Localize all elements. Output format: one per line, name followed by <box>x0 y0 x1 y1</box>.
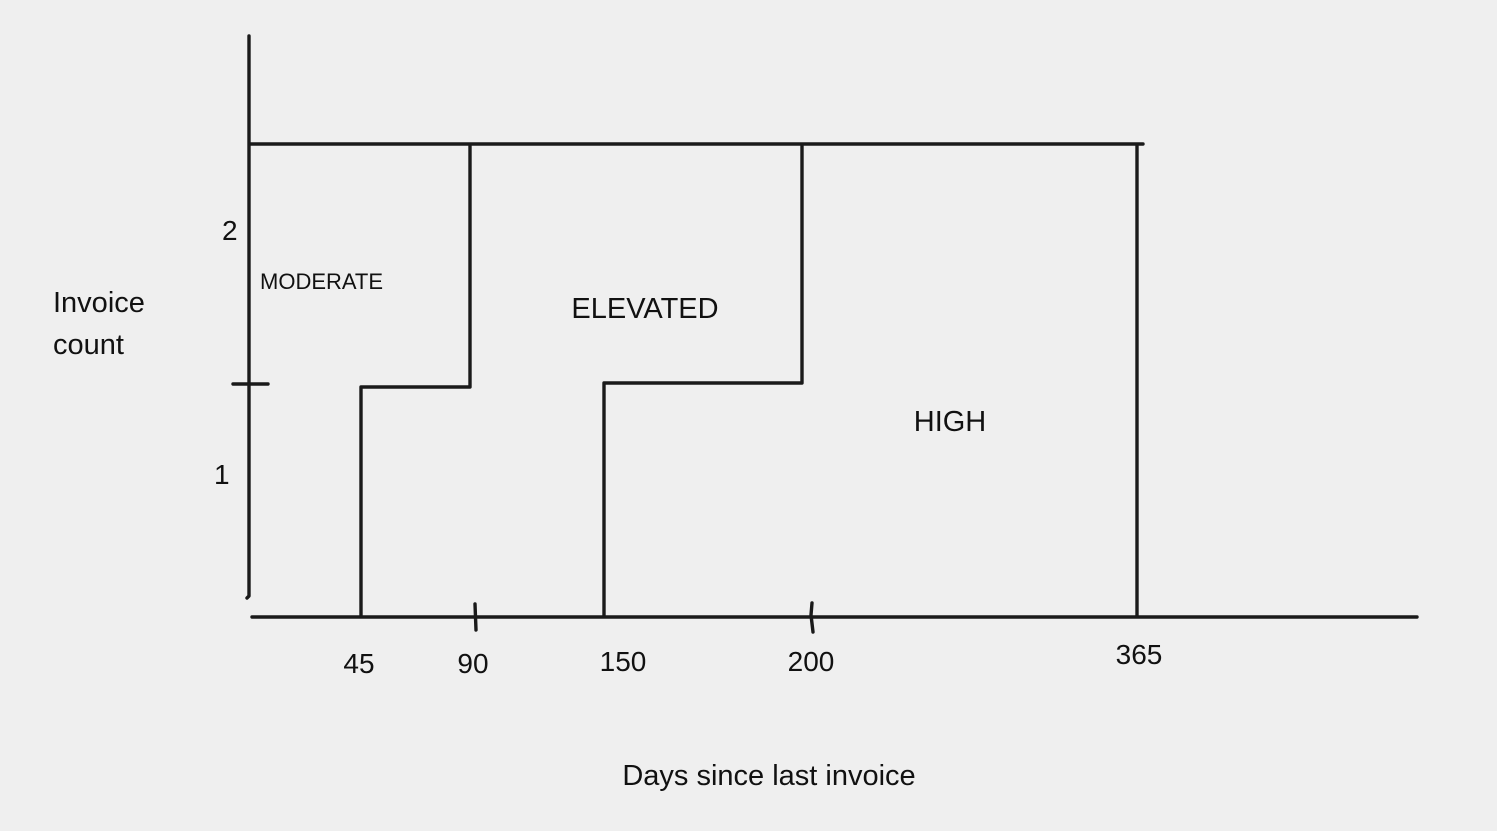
x-tick-mark-90 <box>473 602 478 632</box>
x-tick-label-365: 365 <box>1116 639 1163 670</box>
y-axis-line <box>245 34 251 600</box>
y-tick-label-2: 2 <box>222 215 238 246</box>
zone-label-high: HIGH <box>914 406 987 438</box>
y-axis-title-line-2: count <box>53 329 124 361</box>
x-tick-label-200: 200 <box>788 646 835 677</box>
y-tick-label-1: 1 <box>214 459 230 490</box>
x-tick-label-90: 90 <box>457 648 488 679</box>
x-tick-label-45: 45 <box>343 648 374 679</box>
y-axis-title-line-1: Invoice <box>53 287 145 319</box>
x-tick-mark-200 <box>809 601 815 634</box>
x-axis-title: Days since last invoice <box>622 760 915 792</box>
moderate-elevated-boundary <box>359 144 472 618</box>
zone-label-moderate: MODERATE <box>260 269 383 294</box>
x-tick-label-150: 150 <box>600 646 647 677</box>
zone-label-elevated: ELEVATED <box>571 293 718 325</box>
elevated-high-boundary <box>602 144 804 618</box>
